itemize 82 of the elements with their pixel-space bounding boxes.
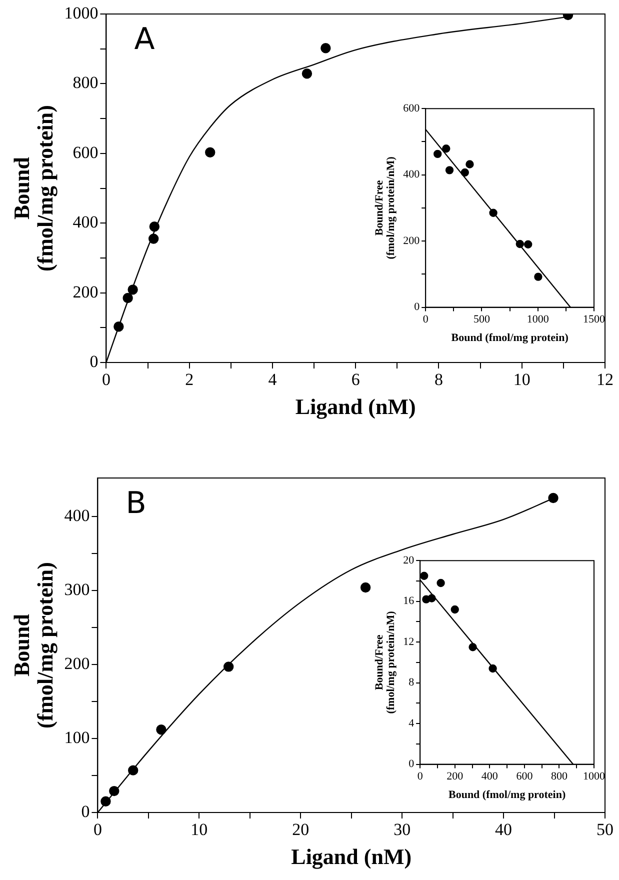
x-tick-label: 400 [481, 770, 498, 783]
x-tick-label: 10 [513, 370, 530, 390]
x-tick-label: 30 [394, 820, 411, 840]
y-tick-label: 600 [72, 142, 98, 162]
x-tick-label: 1000 [583, 770, 606, 783]
x-tick-label: 10 [190, 820, 208, 840]
y-axis-title: Bound (fmol/mg protein) [9, 562, 58, 728]
point [302, 68, 312, 79]
point [436, 578, 445, 588]
x-tick-label: 4 [268, 370, 278, 390]
y-tick-label: 0 [90, 352, 98, 371]
x-tick-label: 0 [102, 370, 110, 390]
point [534, 272, 542, 281]
point [109, 786, 120, 796]
point [516, 240, 524, 248]
y-tick-label: 400 [64, 506, 90, 525]
point [122, 292, 133, 304]
y-tick-label: 1000 [64, 3, 98, 22]
point [100, 796, 111, 806]
x-tick-label: 500 [473, 314, 490, 326]
y-axis-title: Bound/Free (fmol/mg protein/nM) [374, 156, 398, 260]
point [114, 322, 124, 332]
y-axis-title: Bound/Free (fmol/mg protein/nM) [374, 610, 398, 714]
point [442, 144, 450, 153]
x-tick-label: 40 [495, 820, 512, 840]
point [128, 284, 138, 295]
point [460, 168, 469, 177]
y-tick-label: 100 [64, 728, 90, 747]
x-axis-title: Bound (fmol/mg protein) [448, 789, 566, 802]
x-tick-label: 1000 [526, 314, 550, 326]
point [128, 765, 138, 776]
point [360, 582, 371, 593]
y-tick-label: 0 [408, 758, 415, 770]
point [420, 572, 428, 580]
point [445, 166, 454, 174]
x-tick-label: 6 [351, 370, 360, 390]
y-tick-label: 800 [72, 73, 98, 92]
y-tick-label: 20 [403, 554, 415, 566]
point [156, 724, 166, 735]
y-tick-label: 200 [403, 234, 420, 247]
point [466, 160, 474, 168]
x-axis-title: Ligand (nM) [291, 844, 412, 870]
x-tick-label: 12 [596, 370, 614, 390]
x-tick-label: 600 [516, 770, 534, 783]
annotation: B [126, 486, 146, 521]
point [223, 662, 234, 672]
y-tick-label: 200 [72, 282, 98, 302]
y-tick-label: 600 [403, 102, 420, 114]
x-tick-label: 20 [292, 820, 310, 840]
y-tick-label: 4 [408, 717, 415, 730]
x-tick-label: 1500 [583, 314, 606, 326]
point [548, 492, 558, 504]
x-tick-label: 800 [550, 770, 568, 783]
point [428, 594, 436, 602]
x-axis-title: Bound (fmol/mg protein) [451, 332, 569, 344]
point [488, 664, 497, 673]
y-tick-label: 200 [64, 654, 90, 673]
x-tick-label: 200 [446, 770, 464, 783]
point [524, 240, 532, 248]
y-axis-title: Bound (fmol/mg protein) [9, 105, 58, 272]
annotation: A [134, 22, 156, 57]
y-tick-label: 8 [408, 676, 415, 689]
y-tick-label: 0 [414, 301, 420, 314]
x-tick-label: 50 [596, 820, 614, 840]
point [320, 43, 331, 54]
x-axis-title: Ligand (nM) [295, 394, 416, 420]
y-tick-label: 400 [403, 168, 420, 181]
point [489, 208, 498, 217]
point [148, 234, 159, 244]
x-tick-label: 0 [422, 314, 429, 326]
point [450, 605, 459, 614]
point [468, 643, 477, 652]
point [149, 221, 160, 232]
x-tick-label: 2 [185, 370, 194, 390]
y-tick-label: 16 [403, 595, 415, 608]
y-tick-label: 0 [81, 802, 90, 821]
y-tick-label: 12 [403, 636, 414, 648]
y-tick-label: 300 [64, 580, 90, 599]
x-tick-label: 8 [434, 370, 443, 390]
point [434, 150, 442, 158]
point [205, 147, 216, 158]
y-tick-label: 400 [72, 212, 98, 232]
